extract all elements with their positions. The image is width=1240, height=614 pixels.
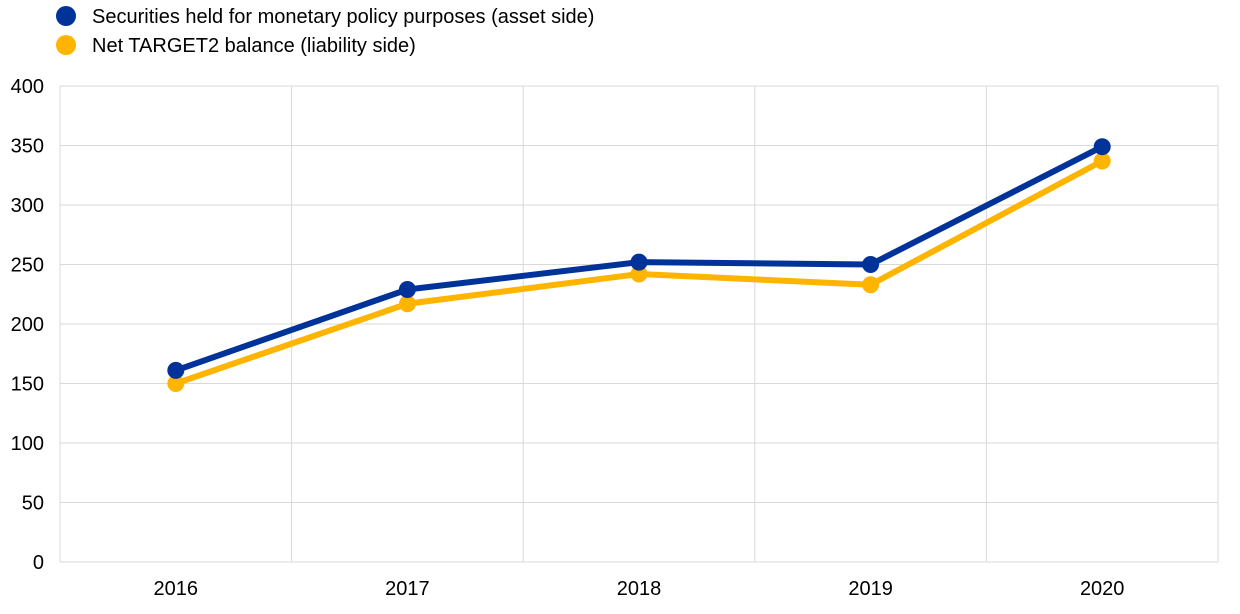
legend-item-securities: Securities held for monetary policy purp…	[56, 6, 594, 28]
legend-item-target2: Net TARGET2 balance (liability side)	[56, 35, 416, 57]
legend-marker-securities	[56, 6, 76, 26]
legend-label-securities: Securities held for monetary policy purp…	[92, 6, 594, 28]
series-layer	[167, 138, 1111, 392]
y-tick-label-350: 350	[11, 136, 44, 158]
y-tick-label-0: 0	[33, 552, 44, 574]
data-point-1-2017	[398, 295, 416, 313]
data-point-0-2017	[398, 280, 416, 298]
legend: Securities held for monetary policy purp…	[56, 6, 594, 57]
data-point-0-2018	[630, 253, 648, 271]
data-point-0-2019	[862, 256, 880, 273]
series-0	[167, 138, 1111, 379]
x-tick-label-2018: 2018	[617, 578, 662, 600]
series-1	[167, 152, 1111, 392]
y-tick-label-150: 150	[11, 374, 44, 396]
data-point-1-2019	[862, 276, 880, 294]
y-axis: 0 50 100 150 200 250 300 350 400	[11, 76, 44, 574]
x-axis: 2016 2017 2018 2019 2020	[154, 578, 1125, 600]
y-tick-label-250: 250	[11, 255, 44, 277]
y-tick-label-200: 200	[11, 314, 44, 336]
y-tick-label-50: 50	[22, 493, 44, 515]
gridlines	[59, 85, 1219, 563]
data-point-1-2018	[630, 265, 648, 283]
data-point-0-2020	[1093, 138, 1111, 156]
data-point-1-2016	[167, 375, 185, 392]
y-tick-label-400: 400	[11, 76, 44, 98]
y-tick-label-100: 100	[11, 433, 44, 455]
y-tick-label-300: 300	[11, 195, 44, 217]
x-tick-label-2017: 2017	[385, 578, 430, 600]
x-tick-label-2020: 2020	[1080, 578, 1125, 600]
data-point-1-2020	[1093, 152, 1111, 170]
x-tick-label-2016: 2016	[154, 578, 199, 600]
x-tick-label-2019: 2019	[848, 578, 893, 600]
legend-label-target2: Net TARGET2 balance (liability side)	[92, 35, 416, 57]
data-point-0-2016	[167, 361, 185, 379]
legend-marker-target2	[56, 35, 76, 55]
